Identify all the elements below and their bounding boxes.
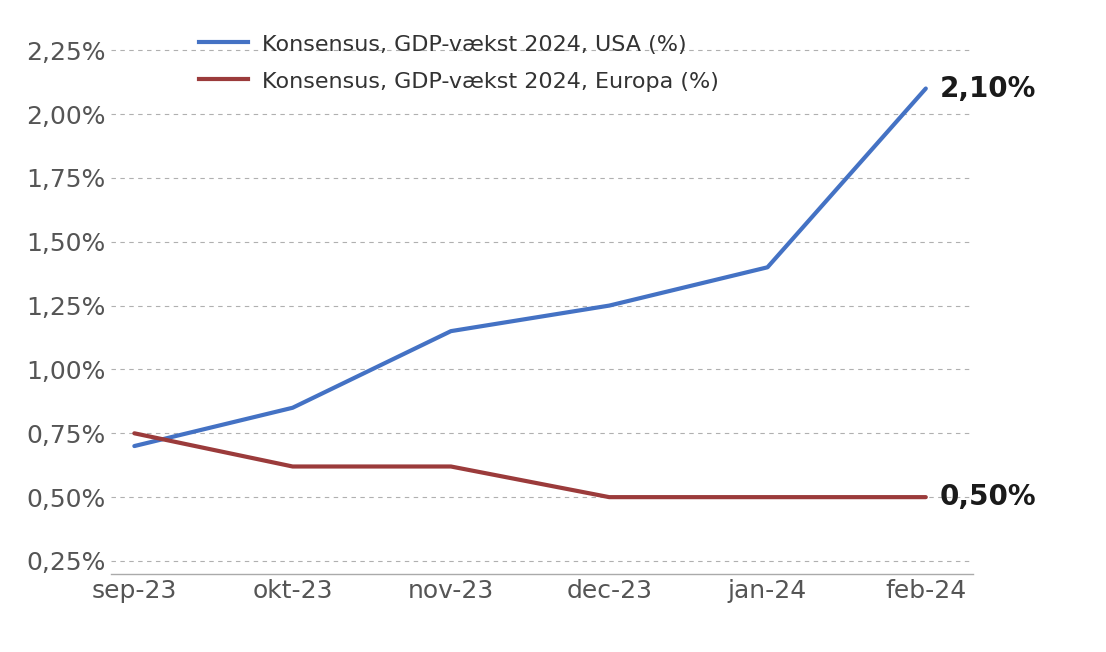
Text: 2,10%: 2,10%: [940, 74, 1036, 102]
Text: 0,50%: 0,50%: [940, 483, 1036, 511]
Legend: Konsensus, GDP-vækst 2024, USA (%), Konsensus, GDP-vækst 2024, Europa (%): Konsensus, GDP-vækst 2024, USA (%), Kons…: [199, 33, 719, 92]
